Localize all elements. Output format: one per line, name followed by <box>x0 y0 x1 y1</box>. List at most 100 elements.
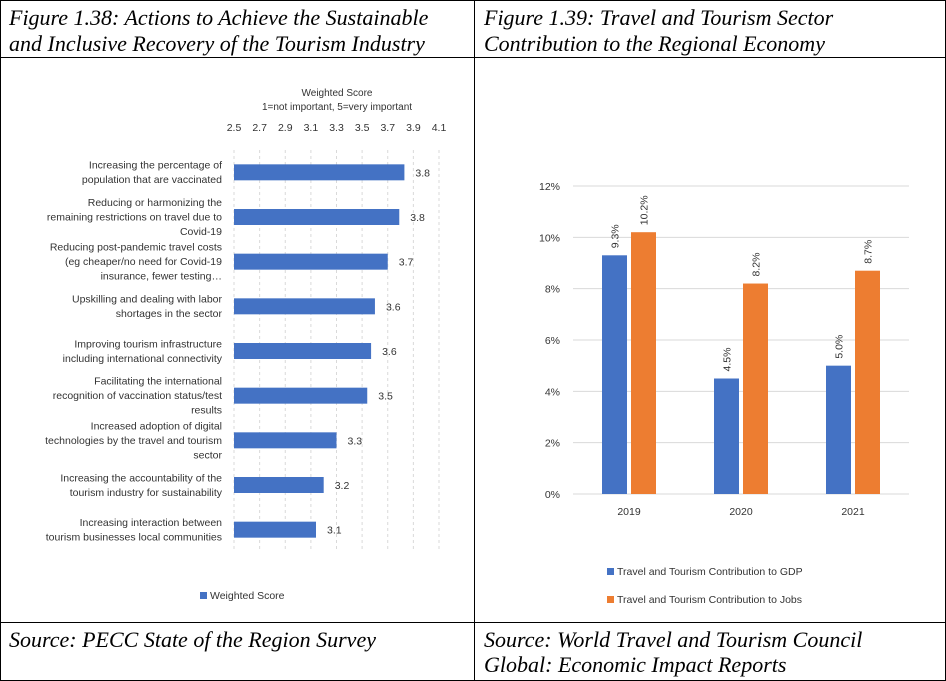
chart1-legend-swatch <box>200 592 207 599</box>
chart1-tick-label: 2.5 <box>227 122 242 134</box>
chart1-category-label: Increasing interaction between <box>80 517 223 529</box>
chart1-bar <box>234 343 372 359</box>
chart2-bars <box>602 232 880 494</box>
chart1-bar <box>234 387 368 404</box>
chart1-category-label: Increasing the accountability of the <box>60 472 222 484</box>
chart1-tick-label: 4.1 <box>432 122 447 134</box>
chart1-data-label: 3.6 <box>386 301 401 313</box>
chart1-bar <box>234 164 405 181</box>
chart1-category-label: Facilitating the international <box>94 376 222 388</box>
chart1-tick-labels: 2.5 2.7 2.9 3.1 3.3 3.5 3.7 3.9 4.1 <box>227 122 447 134</box>
chart1-tick-label: 3.7 <box>380 122 395 134</box>
chart2-bar <box>826 365 851 494</box>
weighted-score-bar-chart: Weighted Score 1=not important, 5=very i… <box>45 88 447 602</box>
chart1-category-label: tourism industry for sustainability <box>70 487 223 499</box>
figure-2-source-line2: Global: Economic Impact Reports <box>484 652 787 677</box>
chart1-data-label: 3.3 <box>348 435 363 447</box>
chart1-tick-label: 3.9 <box>406 122 421 134</box>
chart1-tick-label: 3.3 <box>329 122 344 134</box>
chart1-category-label: population that are vaccinated <box>82 174 222 186</box>
chart1-tick-label: 3.1 <box>304 122 319 134</box>
chart2-bar <box>743 283 768 494</box>
figure-1-caption-line2: and Inclusive Recovery of the Tourism In… <box>9 31 425 56</box>
chart1-category-label: sector <box>193 449 222 461</box>
chart1-data-label: 3.5 <box>378 391 393 403</box>
chart1-tick-label: 3.5 <box>355 122 370 134</box>
figure-1-source: Source: PECC State of the Region Survey <box>9 627 376 652</box>
chart1-category-label: results <box>191 405 222 417</box>
chart2-category-label: 2019 <box>617 506 641 518</box>
chart1-bar <box>234 253 388 270</box>
chart1-category-label: tourism businesses local communities <box>46 531 222 543</box>
chart2-category-label: 2020 <box>729 506 753 518</box>
table-border-middle <box>474 0 475 681</box>
chart1-data-label: 3.7 <box>399 257 414 269</box>
chart1-bar <box>234 298 375 315</box>
chart2-bar <box>714 378 739 494</box>
chart1-bar <box>234 521 316 538</box>
chart1-axis-title-line2: 1=not important, 5=very important <box>262 102 412 113</box>
chart1-data-label: 3.1 <box>327 525 342 537</box>
chart2-legend-swatch-gdp <box>607 568 614 575</box>
chart2-data-label: 5.0% <box>834 335 846 359</box>
chart2-y-tick-label: 4% <box>545 386 560 398</box>
chart1-category-label: technologies by the travel and tourism <box>45 435 222 447</box>
chart1-axis-title-line1: Weighted Score <box>302 88 373 99</box>
chart2-y-tick-label: 10% <box>539 232 560 244</box>
chart2-data-label: 4.5% <box>722 348 734 372</box>
table-border-header <box>0 57 946 58</box>
chart1-category-label: Increased adoption of digital <box>91 420 222 432</box>
chart2-category-labels: 2019 2020 2021 <box>617 506 865 518</box>
chart2-legend-label-jobs: Travel and Tourism Contribution to Jobs <box>617 594 802 606</box>
chart2-bar <box>855 270 880 494</box>
chart2-y-tick-label: 6% <box>545 335 560 347</box>
chart2-y-tick-label: 2% <box>545 438 560 450</box>
chart2-legend: Travel and Tourism Contribution to GDP T… <box>607 566 803 606</box>
chart2-y-tick-labels: 0% 2% 4% 6% 8% 10% 12% <box>539 181 560 501</box>
chart1-tick-label: 2.7 <box>252 122 267 134</box>
figure-2-source-line1: Source: World Travel and Tourism Council <box>484 627 863 652</box>
chart1-data-label: 3.6 <box>382 346 397 358</box>
chart1-category-label: Reducing post-pandemic travel costs <box>50 242 222 254</box>
chart1-bars <box>234 164 405 538</box>
chart1-legend: Weighted Score <box>200 590 285 602</box>
chart2-data-label: 9.3% <box>610 224 622 248</box>
chart1-category-label: Upskilling and dealing with labor <box>72 294 223 306</box>
chart1-category-label: insurance, fewer testing… <box>101 271 222 283</box>
chart1-bar <box>234 477 324 493</box>
table-border-left <box>0 0 1 681</box>
chart2-data-label: 8.2% <box>751 253 763 277</box>
chart2-bar <box>602 255 627 494</box>
chart1-category-label: remaining restrictions on travel due to <box>47 212 222 224</box>
chart1-data-label: 3.8 <box>415 167 430 179</box>
chart2-data-labels: 9.3% 10.2% 4.5% 8.2% 5.0% 8.7% <box>610 195 875 371</box>
chart1-bar <box>234 209 400 225</box>
chart1-data-label: 3.2 <box>335 480 350 492</box>
chart2-y-tick-label: 8% <box>545 284 560 296</box>
chart1-category-label: shortages in the sector <box>116 308 223 320</box>
chart2-bar <box>631 232 656 494</box>
figure-1-caption-line1: Figure 1.38: Actions to Achieve the Sust… <box>9 5 429 30</box>
chart2-data-label: 8.7% <box>863 240 875 264</box>
chart2-legend-swatch-jobs <box>607 596 614 603</box>
chart2-y-tick-label: 12% <box>539 181 560 193</box>
chart2-y-tick-label: 0% <box>545 489 560 501</box>
chart1-bar <box>234 432 337 449</box>
chart1-tick-label: 2.9 <box>278 122 293 134</box>
table-border-footer <box>0 622 946 623</box>
figure-2-caption-line1: Figure 1.39: Travel and Tourism Sector <box>484 5 834 30</box>
chart2-gridlines <box>573 185 909 495</box>
chart2-category-label: 2021 <box>841 506 865 518</box>
tourism-contribution-bar-chart: 0% 2% 4% 6% 8% 10% 12% 9.3% 10.2% 4.5% 8.2% 5.0% 8.… <box>539 181 909 606</box>
chart2-data-label: 10.2% <box>639 195 651 225</box>
chart1-category-label: including international connectivity <box>63 353 223 365</box>
chart1-category-label: Improving tourism infrastructure <box>74 338 222 350</box>
figure-2-caption-line2: Contribution to the Regional Economy <box>484 31 825 56</box>
chart2-legend-label-gdp: Travel and Tourism Contribution to GDP <box>617 566 803 578</box>
chart1-data-label: 3.8 <box>410 212 425 224</box>
chart1-category-label: recognition of vaccination status/test <box>53 390 222 402</box>
chart1-category-labels: Increasing the percentage of population t… <box>45 160 223 544</box>
chart1-category-label: Covid-19 <box>180 226 222 238</box>
chart1-category-label: Reducing or harmonizing the <box>88 197 222 209</box>
chart1-category-label: (eg cheaper/no need for Covid-19 <box>65 256 222 268</box>
